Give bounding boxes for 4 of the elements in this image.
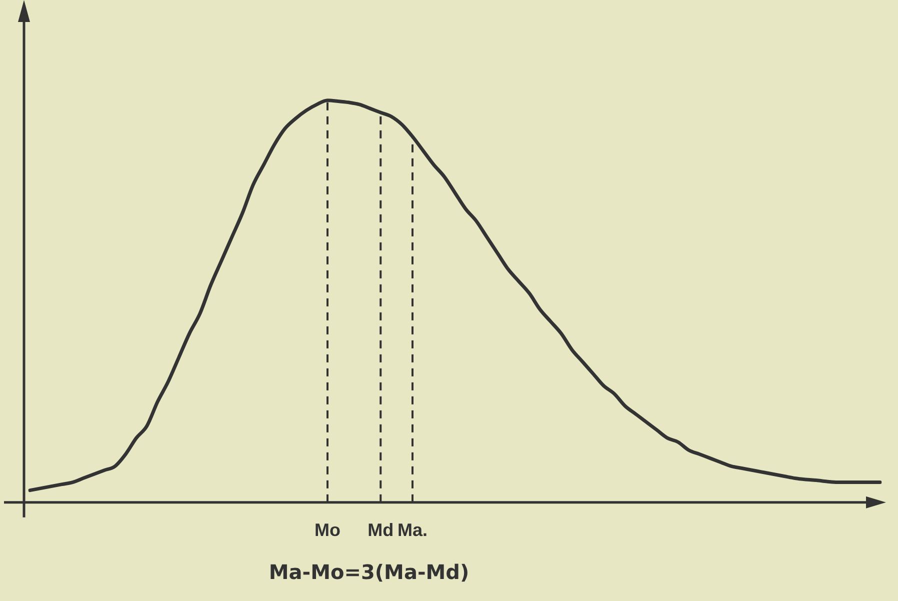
x-tick-label: Md — [368, 520, 394, 540]
x-tick-label: Ma. — [397, 520, 428, 540]
text: Ma-Mo=3(Ma-Md) — [268, 560, 470, 584]
x-tick-label: Mo — [314, 520, 340, 540]
